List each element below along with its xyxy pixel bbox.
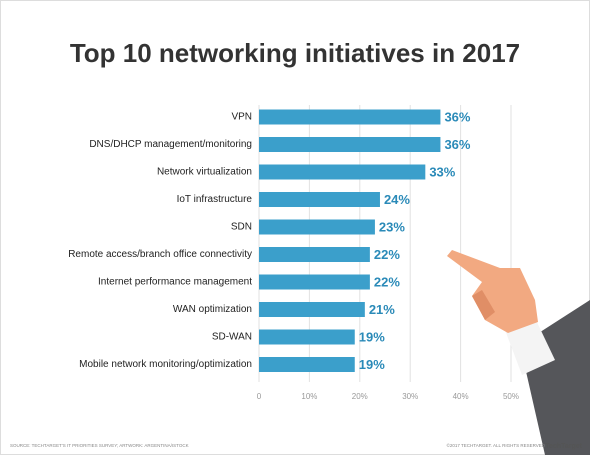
- value-label: 21%: [369, 302, 395, 317]
- copyright: ©2017 TECHTARGET. ALL RIGHTS RESERVED: [447, 442, 546, 448]
- bar: [259, 302, 365, 317]
- value-label: 23%: [379, 219, 405, 234]
- bar: [259, 137, 441, 152]
- x-tick-label: 40%: [453, 392, 469, 401]
- y-tick-label: Internet performance management: [98, 277, 252, 288]
- value-label: 19%: [359, 329, 385, 344]
- bar: [259, 274, 370, 290]
- bar: [259, 357, 355, 372]
- y-tick-label: WAN optimization: [173, 304, 252, 315]
- y-tick-label: IoT infrastructure: [177, 194, 253, 205]
- y-tick-label: SDN: [231, 222, 252, 233]
- bar: [259, 192, 380, 207]
- bar: [259, 219, 375, 235]
- x-tick-label: 0: [257, 392, 262, 401]
- bar: [259, 247, 370, 262]
- bar: [259, 109, 441, 125]
- bar: [259, 164, 426, 180]
- x-tick-label: 20%: [352, 392, 368, 401]
- y-tick-label: Remote access/branch office connectivity: [68, 249, 252, 260]
- y-tick-label: Mobile network monitoring/optimization: [79, 359, 252, 370]
- value-label: 36%: [444, 109, 470, 124]
- value-label: 33%: [429, 164, 455, 179]
- value-label: 36%: [444, 137, 470, 152]
- x-tick-label: 10%: [301, 392, 317, 401]
- value-label: 22%: [374, 274, 400, 289]
- y-tick-label: Network virtualization: [157, 167, 252, 178]
- value-label: 22%: [374, 247, 400, 262]
- value-label: 19%: [359, 357, 385, 372]
- y-tick-label: VPN: [231, 112, 252, 123]
- value-label: 24%: [384, 192, 410, 207]
- source-note: SOURCE: TECHTARGET'S IT PRIORITIES SURVE…: [10, 443, 189, 448]
- pointing-hand-illustration: [447, 250, 590, 455]
- x-tick-label: 50%: [503, 392, 519, 401]
- chart-title: Top 10 networking initiatives in 2017: [70, 38, 520, 68]
- y-tick-label: SD-WAN: [212, 332, 252, 343]
- x-tick-label: 30%: [402, 392, 418, 401]
- y-tick-label: DNS/DHCP management/monitoring: [89, 139, 252, 150]
- bar: [259, 329, 355, 345]
- logo: TechTarget: [545, 443, 582, 450]
